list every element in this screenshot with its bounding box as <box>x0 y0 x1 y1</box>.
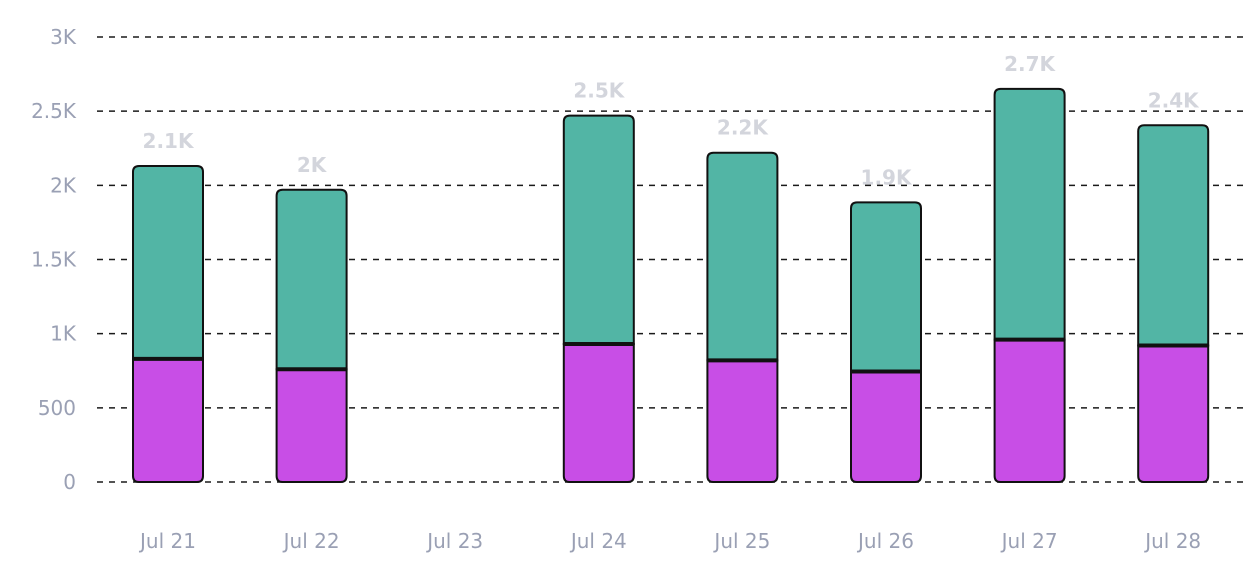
bar-segment-bottom-jul-28 <box>1137 344 1210 483</box>
bar-segment-bottom-jul-24 <box>562 343 635 483</box>
x-tick-label-jul-26: Jul 26 <box>856 529 914 553</box>
bar-segment-top-jul-22 <box>275 188 348 371</box>
bar-total-label-jul-26: 1.9K <box>861 165 913 189</box>
bar-total-label-jul-28: 2.4K <box>1148 88 1200 112</box>
bar-segment-top-jul-24 <box>562 114 635 346</box>
x-tick-label-jul-27: Jul 27 <box>1000 529 1058 553</box>
bar-segment-bottom-jul-26 <box>850 370 922 483</box>
y-tick-label: 500 <box>38 396 76 420</box>
x-tick-label-jul-24: Jul 24 <box>569 529 627 553</box>
bar-segment-bottom-jul-22 <box>275 368 348 483</box>
x-tick-label-jul-25: Jul 25 <box>712 529 770 553</box>
bar-total-labels: 2.1K 2K 2.5K 2.2K 1.9K 2.7K 2.4K <box>143 52 1201 189</box>
bar-segment-bottom-jul-21 <box>132 357 204 483</box>
y-tick-label: 2.5K <box>31 99 77 123</box>
x-tick-label-jul-21: Jul 21 <box>138 529 196 553</box>
bar-segment-top-jul-25 <box>706 151 779 362</box>
bar-segment-top-jul-26 <box>850 201 922 373</box>
x-tick-label-jul-28: Jul 28 <box>1143 529 1201 553</box>
y-tick-label: 1.5K <box>31 248 77 272</box>
x-axis-tick-labels: Jul 21 Jul 22 Jul 23 Jul 24 Jul 25 Jul 26 Jul … <box>138 529 1201 553</box>
bar-total-label-jul-21: 2.1K <box>143 129 195 153</box>
bar-total-label-jul-27: 2.7K <box>1004 52 1056 76</box>
y-axis-tick-labels: 0 500 1K 1.5K 2K 2.5K 3K <box>31 25 77 494</box>
bar-segment-top-jul-28 <box>1137 124 1210 347</box>
x-tick-label-jul-23: Jul 23 <box>425 529 483 553</box>
bar-total-label-jul-25: 2.2K <box>717 116 769 140</box>
bar-segment-top-jul-27 <box>993 87 1066 341</box>
bar-segment-top-jul-21 <box>132 165 204 360</box>
y-tick-label: 2K <box>50 173 77 197</box>
y-tick-label: 1K <box>50 322 77 346</box>
bar-total-label-jul-24: 2.5K <box>573 79 625 103</box>
bar-segment-bottom-jul-27 <box>993 338 1066 483</box>
y-tick-label: 0 <box>63 470 76 494</box>
bar-total-label-jul-22: 2K <box>297 153 328 177</box>
y-tick-label: 3K <box>50 25 77 49</box>
grid-lines <box>97 36 1243 483</box>
bars <box>132 87 1210 483</box>
x-tick-label-jul-22: Jul 22 <box>282 529 340 553</box>
bar-segment-bottom-jul-25 <box>706 359 779 483</box>
